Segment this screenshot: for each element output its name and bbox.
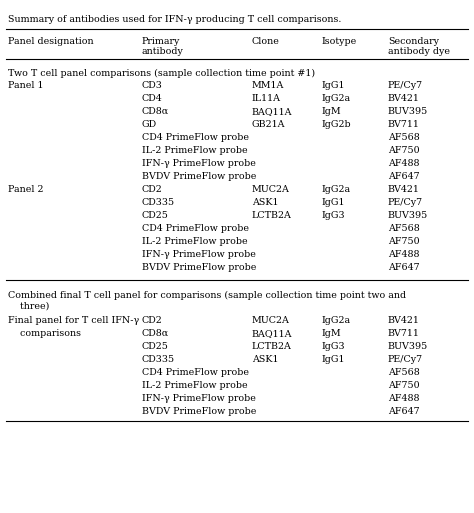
Text: BAQ11A: BAQ11A	[252, 329, 292, 338]
Text: BV711: BV711	[388, 329, 420, 338]
Text: IgG3: IgG3	[322, 211, 346, 220]
Text: Clone: Clone	[252, 37, 280, 46]
Text: BV421: BV421	[388, 185, 420, 194]
Text: PE/Cy7: PE/Cy7	[388, 355, 423, 364]
Text: Two T cell panel comparisons (sample collection time point #1): Two T cell panel comparisons (sample col…	[8, 69, 315, 78]
Text: Panel designation: Panel designation	[8, 37, 94, 46]
Text: IgG1: IgG1	[322, 81, 346, 90]
Text: CD4 PrimeFlow probe: CD4 PrimeFlow probe	[142, 368, 249, 377]
Text: BV421: BV421	[388, 316, 420, 325]
Text: BV711: BV711	[388, 120, 420, 129]
Text: AF647: AF647	[388, 263, 419, 272]
Text: Combined final T cell panel for comparisons (sample collection time point two an: Combined final T cell panel for comparis…	[8, 291, 406, 310]
Text: CD25: CD25	[142, 342, 169, 351]
Text: BAQ11A: BAQ11A	[252, 107, 292, 116]
Text: comparisons: comparisons	[8, 329, 81, 338]
Text: IL-2 PrimeFlow probe: IL-2 PrimeFlow probe	[142, 146, 247, 155]
Text: IgG1: IgG1	[322, 198, 346, 207]
Text: CD8α: CD8α	[142, 329, 169, 338]
Text: IgG2b: IgG2b	[322, 120, 352, 129]
Text: BVDV PrimeFlow probe: BVDV PrimeFlow probe	[142, 263, 256, 272]
Text: IgG3: IgG3	[322, 342, 346, 351]
Text: CD4 PrimeFlow probe: CD4 PrimeFlow probe	[142, 224, 249, 233]
Text: IFN-γ PrimeFlow probe: IFN-γ PrimeFlow probe	[142, 394, 256, 403]
Text: CD4: CD4	[142, 94, 163, 103]
Text: LCTB2A: LCTB2A	[252, 342, 292, 351]
Text: AF647: AF647	[388, 407, 419, 416]
Text: GD: GD	[142, 120, 157, 129]
Text: BVDV PrimeFlow probe: BVDV PrimeFlow probe	[142, 172, 256, 181]
Text: Panel 1: Panel 1	[8, 81, 44, 90]
Text: PE/Cy7: PE/Cy7	[388, 81, 423, 90]
Text: IgG2a: IgG2a	[322, 316, 351, 325]
Text: AF568: AF568	[388, 368, 420, 377]
Text: CD2: CD2	[142, 316, 163, 325]
Text: LCTB2A: LCTB2A	[252, 211, 292, 220]
Text: AF488: AF488	[388, 394, 419, 403]
Text: ASK1: ASK1	[252, 198, 279, 207]
Text: IFN-γ PrimeFlow probe: IFN-γ PrimeFlow probe	[142, 250, 256, 259]
Text: CD335: CD335	[142, 198, 175, 207]
Text: IL-2 PrimeFlow probe: IL-2 PrimeFlow probe	[142, 237, 247, 246]
Text: PE/Cy7: PE/Cy7	[388, 198, 423, 207]
Text: MUC2A: MUC2A	[252, 185, 290, 194]
Text: GB21A: GB21A	[252, 120, 285, 129]
Text: AF488: AF488	[388, 250, 419, 259]
Text: AF568: AF568	[388, 133, 420, 142]
Text: CD4 PrimeFlow probe: CD4 PrimeFlow probe	[142, 133, 249, 142]
Text: IgG2a: IgG2a	[322, 185, 351, 194]
Text: Summary of antibodies used for IFN-γ producing T cell comparisons.: Summary of antibodies used for IFN-γ pro…	[8, 15, 341, 24]
Text: Isotype: Isotype	[322, 37, 357, 46]
Text: BV421: BV421	[388, 94, 420, 103]
Text: CD8α: CD8α	[142, 107, 169, 116]
Text: AF488: AF488	[388, 159, 419, 168]
Text: BUV395: BUV395	[388, 211, 428, 220]
Text: IL-2 PrimeFlow probe: IL-2 PrimeFlow probe	[142, 381, 247, 390]
Text: BUV395: BUV395	[388, 107, 428, 116]
Text: AF568: AF568	[388, 224, 420, 233]
Text: MM1A: MM1A	[252, 81, 284, 90]
Text: AF750: AF750	[388, 146, 419, 155]
Text: IgM: IgM	[322, 107, 342, 116]
Text: Primary
antibody: Primary antibody	[142, 37, 184, 56]
Text: MUC2A: MUC2A	[252, 316, 290, 325]
Text: AF750: AF750	[388, 381, 419, 390]
Text: IgG1: IgG1	[322, 355, 346, 364]
Text: BVDV PrimeFlow probe: BVDV PrimeFlow probe	[142, 407, 256, 416]
Text: Secondary
antibody dye: Secondary antibody dye	[388, 37, 450, 56]
Text: AF750: AF750	[388, 237, 419, 246]
Text: CD2: CD2	[142, 185, 163, 194]
Text: ASK1: ASK1	[252, 355, 279, 364]
Text: CD3: CD3	[142, 81, 163, 90]
Text: BUV395: BUV395	[388, 342, 428, 351]
Text: CD25: CD25	[142, 211, 169, 220]
Text: IFN-γ PrimeFlow probe: IFN-γ PrimeFlow probe	[142, 159, 256, 168]
Text: Final panel for T cell IFN-γ: Final panel for T cell IFN-γ	[8, 316, 139, 325]
Text: IgM: IgM	[322, 329, 342, 338]
Text: Panel 2: Panel 2	[8, 185, 44, 194]
Text: IL11A: IL11A	[252, 94, 281, 103]
Text: CD335: CD335	[142, 355, 175, 364]
Text: AF647: AF647	[388, 172, 419, 181]
Text: IgG2a: IgG2a	[322, 94, 351, 103]
